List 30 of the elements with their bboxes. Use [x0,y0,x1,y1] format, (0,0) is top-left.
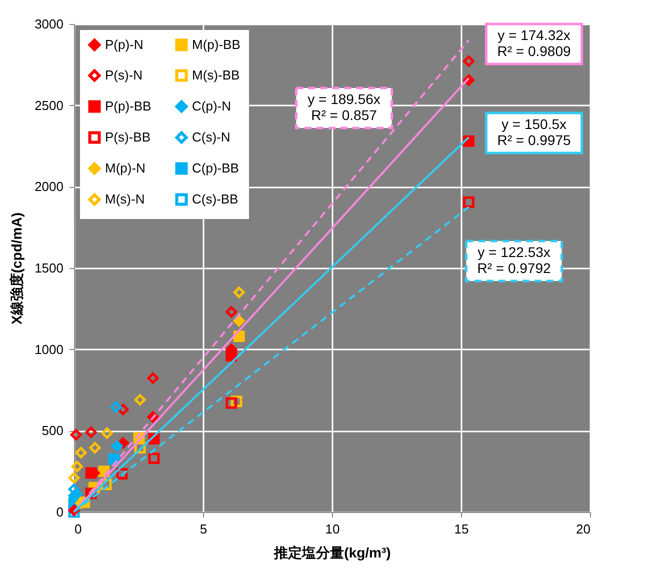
legend-label: C(p)-N [192,98,231,114]
legend-label: P(p)-BB [105,98,152,114]
y-tick-label: 500 [42,423,64,438]
legend-label: M(p)-N [105,160,146,176]
annotation: y = 150.5x R² = 0.9975 [497,116,571,148]
annotation: y = 189.56x R² = 0.857 [308,91,380,123]
annotation: y = 122.53x R² = 0.9792 [477,244,551,276]
annotation: y = 174.32x R² = 0.9809 [497,27,571,59]
legend-label: M(s)-N [105,192,145,206]
legend-label: C(s)-N [192,130,230,144]
x-tick-label: 10 [325,522,340,536]
legend-label: P(p)-N [105,36,144,52]
legend-label: P(s)-N [105,68,143,82]
y-tick-label: 1500 [34,260,64,276]
x-tick-label: 5 [200,522,208,536]
x-axis-title: 推定塩分量(kg/m³) [273,544,391,560]
x-tick-label: 0 [74,522,82,536]
y-tick-label: 0 [56,504,64,520]
y-tick-label: 3000 [34,16,64,32]
x-tick-label: 20 [576,522,590,536]
y-tick-label: 2500 [34,98,64,113]
y-tick-label: 2000 [34,179,64,194]
legend-label: P(s)-BB [105,130,150,144]
legend-label: C(p)-BB [192,160,239,176]
legend-label: M(p)-BB [192,36,240,52]
y-tick-label: 1000 [34,342,64,357]
legend-label: M(s)-BB [192,68,240,82]
y-axis-title: X線強度(cpd/mA) [8,212,25,324]
x-tick-label: 15 [454,522,469,536]
legend-label: C(s)-BB [192,192,238,206]
